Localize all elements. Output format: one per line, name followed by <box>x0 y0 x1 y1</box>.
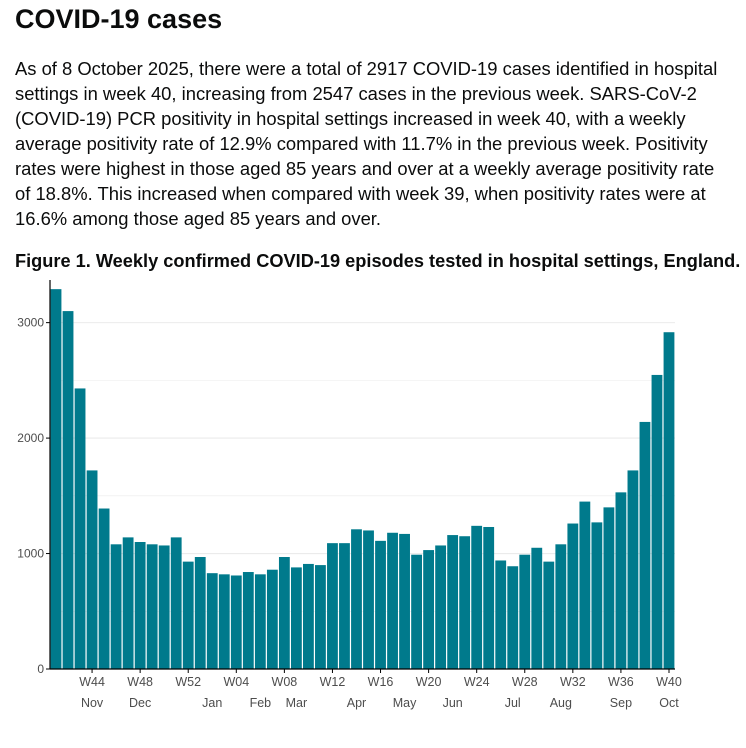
bar-w36 <box>615 492 627 669</box>
bar-w23 <box>459 536 471 669</box>
bar-w18 <box>399 533 410 669</box>
month-label-may: May <box>393 696 417 710</box>
x-tick-label-w16: W16 <box>368 675 394 689</box>
x-tick-label-w48: W48 <box>127 675 153 689</box>
bar-w24 <box>471 525 483 669</box>
bar-w32 <box>567 523 579 669</box>
bar-w14 <box>351 529 362 669</box>
x-tick-label-w44: W44 <box>79 675 105 689</box>
bar-w34 <box>591 522 603 669</box>
bar-w29 <box>531 547 543 669</box>
bar-w19 <box>411 554 422 669</box>
bar-w41 <box>50 289 62 669</box>
x-tick-label-w04: W04 <box>223 675 249 689</box>
bars <box>50 289 675 669</box>
bar-w52 <box>182 561 194 669</box>
bar-w48 <box>134 542 146 669</box>
x-tick-label-w36: W36 <box>608 675 634 689</box>
month-label-apr: Apr <box>347 696 366 710</box>
month-label-mar: Mar <box>286 696 308 710</box>
bar-w46 <box>110 544 122 669</box>
x-tick-label-w12: W12 <box>320 675 346 689</box>
bar-w12 <box>327 543 338 669</box>
x-tick-label-w52: W52 <box>175 675 201 689</box>
x-tick-label-w28: W28 <box>512 675 538 689</box>
month-label-jul: Jul <box>505 696 521 710</box>
bar-w43 <box>74 388 86 669</box>
month-label-nov: Nov <box>81 696 104 710</box>
x-tick-label-w24: W24 <box>464 675 490 689</box>
bar-w20 <box>423 550 435 669</box>
bar-w06 <box>254 574 266 669</box>
bar-w33 <box>579 501 591 669</box>
x-tick-label-w32: W32 <box>560 675 586 689</box>
bar-w07 <box>266 569 278 669</box>
figure-title: Figure 1. Weekly confirmed COVID-19 epis… <box>15 251 741 271</box>
x-tick-label-w20: W20 <box>416 675 442 689</box>
month-label-sep: Sep <box>610 696 632 710</box>
bar-w10 <box>303 563 314 669</box>
page-heading: COVID-19 cases <box>15 4 223 34</box>
bar-w17 <box>387 532 398 669</box>
bar-w28 <box>519 554 531 669</box>
y-tick-label: 3000 <box>17 316 44 330</box>
axes <box>46 280 675 673</box>
x-tick-label-w40: W40 <box>656 675 682 689</box>
bar-w44 <box>86 470 98 669</box>
bar-w30 <box>543 561 555 669</box>
bar-w40 <box>663 332 675 669</box>
bar-w50 <box>158 545 170 669</box>
bar-w39 <box>651 374 663 669</box>
month-label-oct: Oct <box>659 696 679 710</box>
bar-w11 <box>315 565 326 669</box>
bar-w49 <box>146 544 158 669</box>
weekly-cases-bar-chart: 0 1000 2000 3000 W44 W48 W52 W04 W08 W12 W16 W20 W24… <box>17 280 682 710</box>
bar-w31 <box>555 544 567 669</box>
month-label-feb: Feb <box>250 696 272 710</box>
bar-w45 <box>98 508 110 669</box>
bar-w13 <box>339 543 350 669</box>
bar-w21 <box>435 545 447 669</box>
x-tick-label-w08: W08 <box>272 675 298 689</box>
bar-w22 <box>447 535 459 669</box>
axis-labels: 0 1000 2000 3000 W44 W48 W52 W04 W08 W12 W16 W20 W24… <box>17 316 682 710</box>
month-label-jan: Jan <box>202 696 222 710</box>
bar-w37 <box>627 470 639 669</box>
bar-w51 <box>170 537 182 669</box>
bar-w09 <box>290 567 302 669</box>
bar-w15 <box>363 530 374 669</box>
bar-w16 <box>375 540 386 669</box>
bar-w04 <box>230 575 242 669</box>
month-label-jun: Jun <box>443 696 463 710</box>
bar-w05 <box>242 572 254 669</box>
bar-w03 <box>218 574 230 669</box>
bar-w25 <box>483 526 495 669</box>
bar-w02 <box>206 573 218 669</box>
bar-w08 <box>278 557 290 669</box>
bar-w35 <box>603 507 615 669</box>
bar-w27 <box>507 566 519 669</box>
month-label-dec: Dec <box>129 696 151 710</box>
bar-w47 <box>122 537 134 669</box>
bar-w42 <box>62 311 74 669</box>
y-tick-label: 0 <box>37 662 44 676</box>
y-tick-label: 2000 <box>17 431 44 445</box>
bar-w38 <box>639 421 651 669</box>
bar-w01 <box>194 557 206 669</box>
y-tick-label: 1000 <box>17 547 44 561</box>
bar-w26 <box>495 560 507 669</box>
summary-paragraph: As of 8 October 2025, there were a total… <box>15 58 718 229</box>
month-label-aug: Aug <box>550 696 572 710</box>
